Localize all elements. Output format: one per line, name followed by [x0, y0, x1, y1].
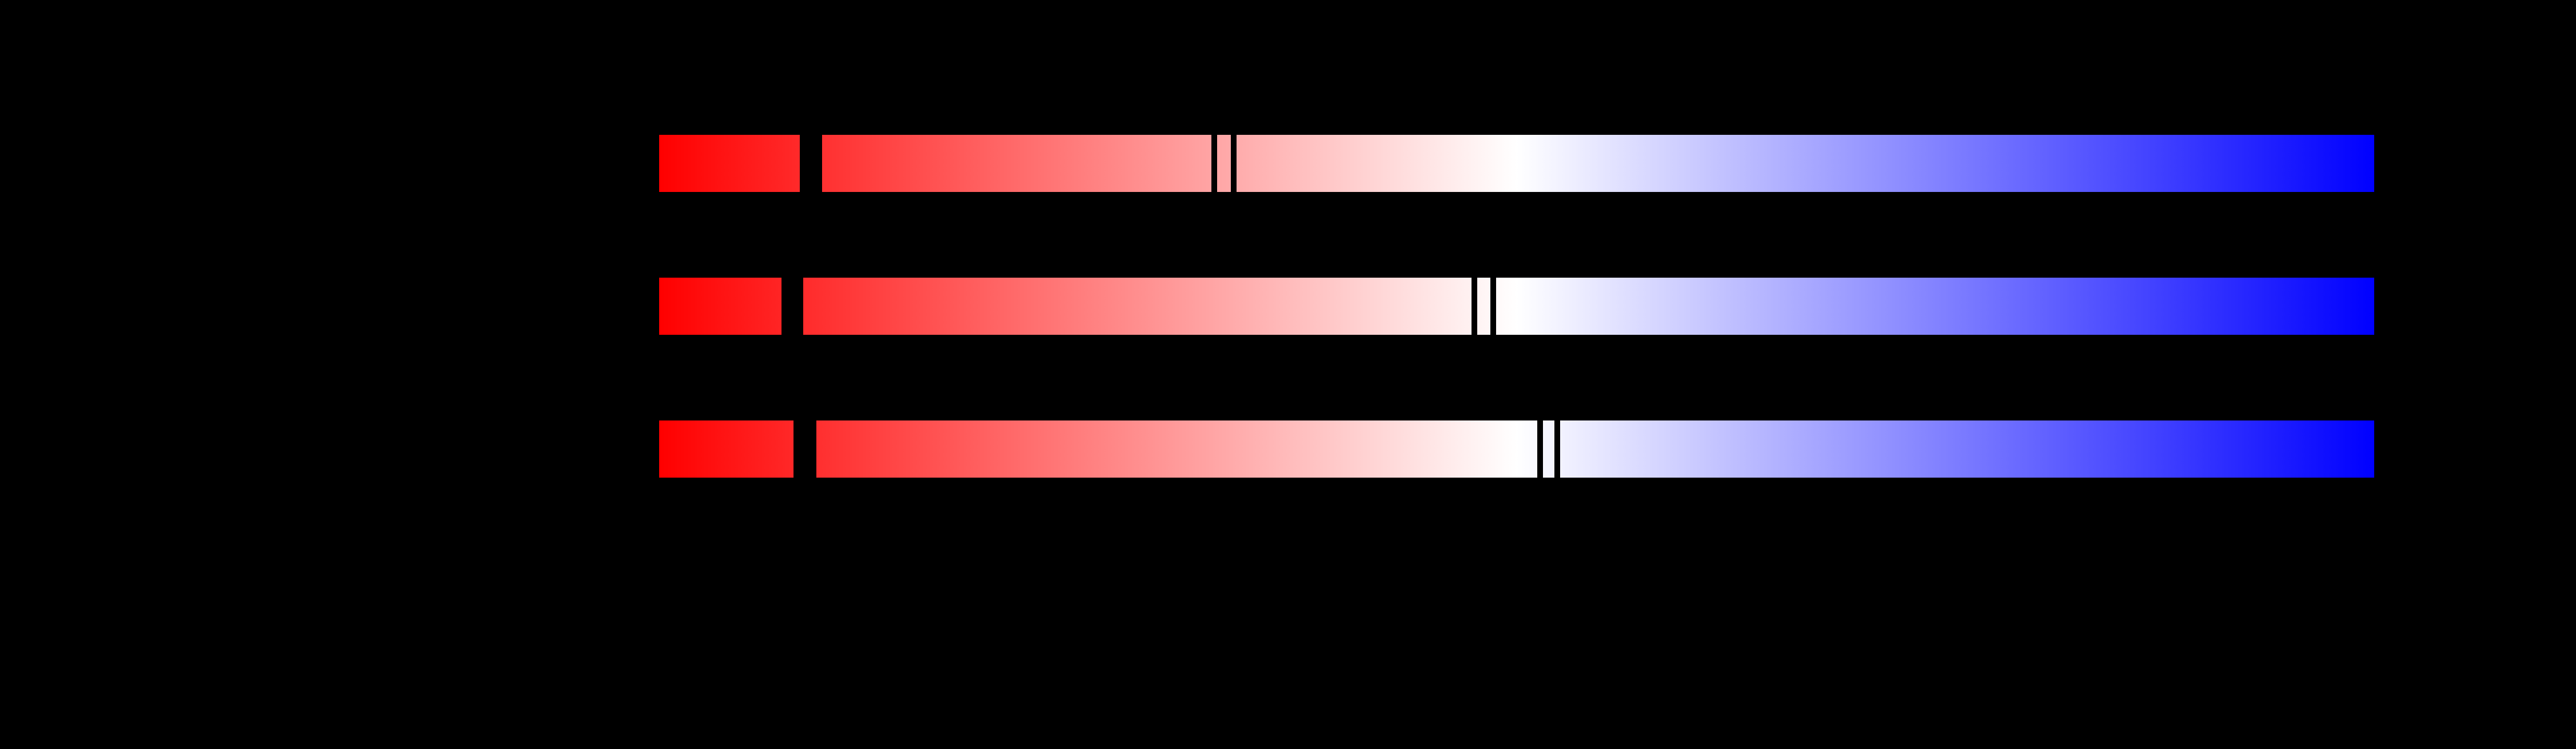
- red-start-swatch: [659, 135, 800, 192]
- gradient-track-bottom: [0, 420, 2576, 478]
- gradient-bar: [822, 135, 2374, 192]
- gradient-bar: [803, 278, 2374, 335]
- marker-tick: [1211, 135, 1217, 192]
- marker-tick: [1537, 420, 1543, 478]
- marker-tick: [1472, 278, 1477, 335]
- red-start-swatch: [659, 420, 793, 478]
- gradient-bar: [816, 420, 2374, 478]
- marker-tick: [1231, 135, 1237, 192]
- red-start-swatch: [659, 278, 781, 335]
- marker-tick: [1490, 278, 1496, 335]
- gradient-track-top: [0, 135, 2576, 192]
- gradient-track-middle: [0, 278, 2576, 335]
- marker-tick: [1554, 420, 1560, 478]
